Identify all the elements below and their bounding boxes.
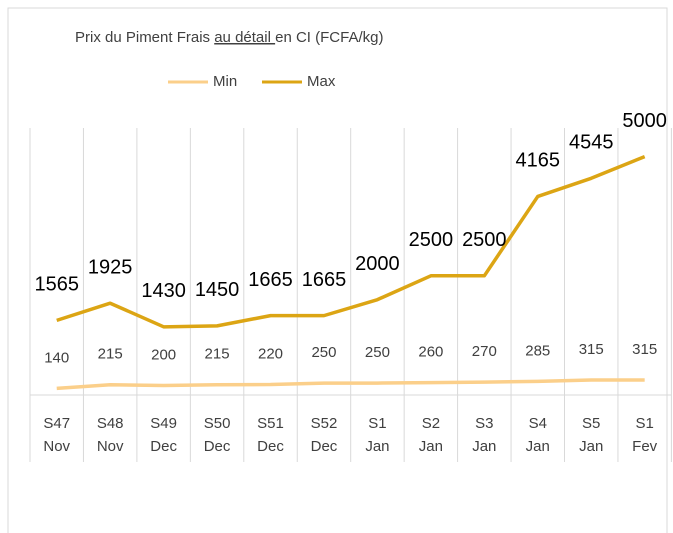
legend-label: Min bbox=[213, 73, 237, 90]
x-tick-label: S4 bbox=[529, 415, 547, 432]
data-label: 285 bbox=[525, 342, 550, 359]
x-tick-label: S51 bbox=[257, 415, 284, 432]
data-label: 200 bbox=[151, 346, 176, 363]
data-label: 315 bbox=[632, 341, 657, 358]
chart-title: Prix du Piment Frais au détail en CI (FC… bbox=[75, 29, 383, 46]
data-label: 140 bbox=[44, 349, 69, 366]
x-tick-label: S48 bbox=[97, 415, 124, 432]
data-label: 270 bbox=[472, 343, 497, 360]
x-tick-label: S47 bbox=[43, 415, 70, 432]
x-tick-label: S52 bbox=[311, 415, 338, 432]
x-group-label: Dec bbox=[311, 438, 338, 455]
data-label: 250 bbox=[365, 344, 390, 361]
data-label: 215 bbox=[205, 346, 230, 363]
x-tick-label: S50 bbox=[204, 415, 231, 432]
data-label: 260 bbox=[418, 344, 443, 361]
data-label: 1430 bbox=[141, 280, 186, 302]
data-label: 1665 bbox=[248, 269, 293, 291]
title-part: au détail bbox=[214, 29, 275, 46]
x-tick-label: S2 bbox=[422, 415, 440, 432]
data-label: 4165 bbox=[516, 150, 561, 172]
x-group-label: Nov bbox=[43, 438, 70, 455]
data-label: 2500 bbox=[462, 229, 507, 251]
data-label: 315 bbox=[579, 341, 604, 358]
x-tick-label: S1 bbox=[368, 415, 386, 432]
x-group-label: Jan bbox=[419, 438, 443, 455]
x-group-label: Fev bbox=[632, 438, 658, 455]
x-tick-label: S3 bbox=[475, 415, 493, 432]
data-label: 2500 bbox=[409, 229, 454, 251]
x-group-label: Dec bbox=[257, 438, 284, 455]
x-group-label: Dec bbox=[204, 438, 231, 455]
data-label: 215 bbox=[98, 346, 123, 363]
data-label: 1665 bbox=[302, 269, 347, 291]
x-group-label: Dec bbox=[150, 438, 177, 455]
title-part: Prix du Piment Frais bbox=[75, 29, 214, 46]
series-line bbox=[56, 154, 646, 329]
x-group-label: Nov bbox=[97, 438, 124, 455]
data-label: 4545 bbox=[569, 132, 614, 154]
x-group-label: Jan bbox=[472, 438, 496, 455]
x-group-label: Jan bbox=[365, 438, 389, 455]
x-group-label: Jan bbox=[526, 438, 550, 455]
data-label: 220 bbox=[258, 345, 283, 362]
title-part: en CI (FCFA/kg) bbox=[275, 29, 383, 46]
x-tick-label: S1 bbox=[635, 415, 653, 432]
x-tick-label: S5 bbox=[582, 415, 600, 432]
data-label: 250 bbox=[311, 344, 336, 361]
x-group-label: Jan bbox=[579, 438, 603, 455]
data-label: 2000 bbox=[355, 253, 400, 275]
x-tick-label: S49 bbox=[150, 415, 177, 432]
series-line bbox=[56, 378, 645, 391]
chart-border bbox=[7, 7, 668, 533]
data-label: 1925 bbox=[88, 257, 133, 279]
data-label: 1450 bbox=[195, 279, 240, 301]
legend-label: Max bbox=[307, 73, 336, 90]
data-label: 5000 bbox=[622, 110, 667, 132]
data-label: 1565 bbox=[34, 274, 79, 296]
